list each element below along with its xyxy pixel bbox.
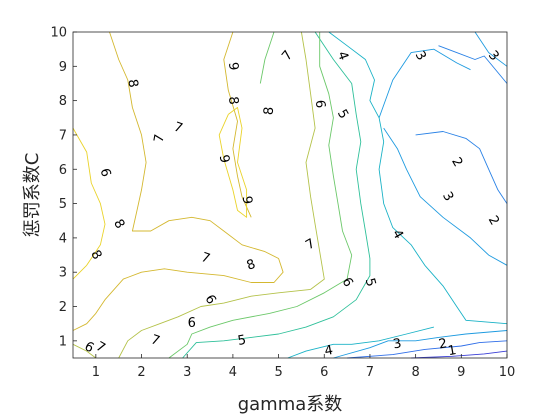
x-tick-label-8: 8 xyxy=(411,365,419,380)
contour-label-27: 6 xyxy=(188,316,196,331)
contour-level-4-line-0 xyxy=(328,31,508,325)
contour-lines xyxy=(72,31,508,359)
y-tick-label-8: 8 xyxy=(59,94,67,109)
contour-label-30: 6 xyxy=(82,339,97,356)
contour-label-25: 8 xyxy=(245,257,258,274)
plot-area-frame xyxy=(72,31,508,359)
contour-level-8-line-1 xyxy=(223,31,252,218)
contour-label-34: 2 xyxy=(438,336,449,352)
y-tick-label-6: 6 xyxy=(59,163,67,178)
contour-label-3: 9 xyxy=(225,62,241,72)
y-tick-label-10: 10 xyxy=(50,26,67,41)
contour-level-9-line-0 xyxy=(72,127,106,280)
contour-label-11: 4 xyxy=(334,50,351,63)
y-axis-ticks: 1 2 3 4 5 6 7 8 9 10 xyxy=(50,26,77,349)
y-tick-label-1: 1 xyxy=(59,334,67,349)
contour-level-9-line-1 xyxy=(218,107,248,218)
y-tick-label-4: 4 xyxy=(59,231,67,246)
x-tick-label-5: 5 xyxy=(274,365,282,380)
contour-label-22: 8 xyxy=(110,217,127,232)
x-tick-label-4: 4 xyxy=(229,365,237,380)
contour-label-7: 8 xyxy=(262,106,278,116)
contour-level-3-line-1 xyxy=(378,48,471,118)
contour-level-8-line-0 xyxy=(72,31,284,331)
contour-level-3-line-0 xyxy=(474,31,508,67)
x-tick-label-9: 9 xyxy=(457,365,465,380)
contour-level-5-line-0 xyxy=(182,31,371,359)
contour-label-33: 3 xyxy=(392,336,403,352)
contour-label-16: 2 xyxy=(485,213,502,228)
contour-label-35: 1 xyxy=(447,343,458,359)
x-tick-label-2: 2 xyxy=(137,365,145,380)
contour-label-2: 7 xyxy=(172,120,185,137)
contour-level-2-line-1 xyxy=(415,131,508,204)
contour-level-7-line-1 xyxy=(72,343,97,359)
contour-level-2-line-0 xyxy=(347,340,508,359)
x-tick-label-3: 3 xyxy=(183,365,191,380)
contour-label-15: 3 xyxy=(439,189,456,204)
contour-label-9: 6 xyxy=(312,99,328,109)
x-axis-label: gamma系数 xyxy=(238,394,343,415)
contour-label-28: 5 xyxy=(237,333,248,349)
y-tick-label-7: 7 xyxy=(59,128,67,143)
contour-label-17: 4 xyxy=(389,227,406,242)
contour-level-6-line-0 xyxy=(168,32,353,359)
contour-level-4-line-1 xyxy=(287,326,435,359)
contour-level-7-line-0 xyxy=(118,31,325,359)
y-axis-label: 惩罚系数C xyxy=(22,153,43,238)
contour-label-0: 8 xyxy=(124,78,140,89)
y-tick-label-5: 5 xyxy=(59,197,67,212)
contour-level-2-line-0 xyxy=(438,45,508,84)
contour-level-6-line-1 xyxy=(259,31,275,84)
contour-label-1: 7 xyxy=(152,133,168,144)
x-tick-label-6: 6 xyxy=(320,365,328,380)
contour-label-12: 3 xyxy=(412,49,429,64)
x-tick-label-1: 1 xyxy=(92,365,100,380)
contour-label-19: 6 xyxy=(339,275,356,290)
contour-label-18: 7 xyxy=(303,236,318,253)
contour-level-3-line-2 xyxy=(383,127,508,266)
contour-level-1-line-0 xyxy=(411,350,508,359)
x-axis-ticks: 1 2 3 4 5 6 7 8 9 10 xyxy=(92,354,516,380)
contour-label-14: 2 xyxy=(448,155,465,170)
contour-label-21: 6 xyxy=(97,167,114,179)
y-tick-label-3: 3 xyxy=(59,266,67,281)
x-tick-label-10: 10 xyxy=(499,365,516,380)
contour-level-3-line-3 xyxy=(333,330,508,359)
contour-label-5: 9 xyxy=(216,154,232,165)
contour-label-10: 5 xyxy=(334,107,351,122)
y-tick-label-9: 9 xyxy=(59,60,67,75)
x-tick-label-7: 7 xyxy=(366,365,374,380)
contour-label-20: 5 xyxy=(362,277,379,289)
contour-label-4: 8 xyxy=(225,96,241,106)
contour-label-32: 4 xyxy=(323,343,334,359)
contour-label-6: 9 xyxy=(239,195,255,205)
contour-label-24: 7 xyxy=(199,250,212,267)
contour-label-8: 7 xyxy=(279,48,296,64)
y-tick-label-2: 2 xyxy=(59,300,67,315)
contour-label-29: 7 xyxy=(149,332,162,349)
